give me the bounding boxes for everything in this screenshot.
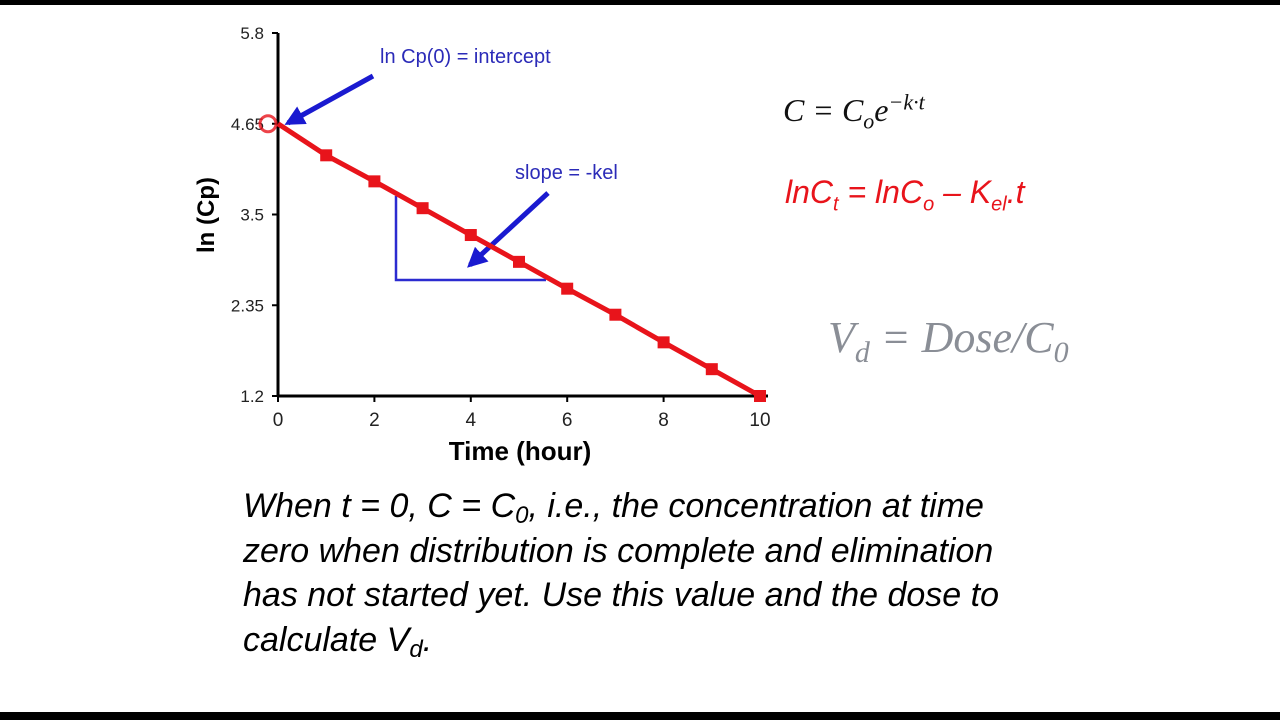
subscript: d — [409, 635, 423, 663]
y-axis-label: ln (Cp) — [193, 177, 220, 253]
paragraph-line: When t = 0, C = C0, i.e., the concentrat… — [243, 484, 999, 529]
arrow — [284, 73, 375, 126]
marker — [705, 363, 718, 376]
marker — [258, 114, 278, 134]
x-tick-label: 8 — [658, 410, 669, 431]
eq-text: lnC — [785, 174, 834, 210]
y-tick-label: 2.35 — [231, 296, 264, 315]
y-tick-label: 1.2 — [240, 387, 264, 406]
paragraph-line: zero when distribution is complete and e… — [243, 529, 999, 574]
marker — [320, 149, 333, 162]
eq-sup: −k·t — [888, 89, 925, 115]
y-tick-label: 3.5 — [240, 206, 264, 225]
eq-sub: d — [854, 335, 870, 369]
arrow — [467, 191, 550, 268]
marker — [513, 255, 525, 268]
eq-sub: el — [991, 193, 1007, 216]
x-tick-label: 2 — [369, 410, 380, 431]
bottom-bar — [0, 712, 1280, 720]
text: calculate V — [243, 620, 410, 659]
marker — [368, 175, 381, 188]
x-tick-label: 6 — [562, 410, 573, 431]
x-axis-label: Time (hour) — [449, 436, 592, 466]
marker — [416, 202, 429, 215]
eq-sub: 0 — [1053, 335, 1069, 369]
equation: Vd = Dose/C0 — [828, 312, 1069, 367]
annotation: ln Cp(0) = intercept — [380, 46, 551, 68]
x-tick-label: 0 — [273, 410, 284, 431]
slope-triangle — [394, 196, 546, 282]
paragraph-line: calculate Vd. — [243, 618, 999, 663]
eq-text: V — [828, 313, 855, 362]
eq-sub: t — [833, 193, 839, 216]
eq-text: = lnC — [838, 174, 924, 210]
y-tick-label: 4.65 — [231, 115, 264, 134]
eq-sub: o — [923, 193, 935, 216]
equation: C = Coe−k·t — [783, 89, 925, 132]
subscript: 0 — [515, 502, 529, 529]
text: When t = 0, C = C — [243, 487, 516, 525]
eq-sub: o — [863, 108, 875, 134]
annotation: slope = -kel — [515, 162, 618, 184]
marker — [464, 229, 477, 242]
eq-text: – K — [934, 174, 992, 210]
text: . — [422, 620, 433, 659]
marker — [561, 282, 574, 295]
text: has not started yet. Use this value and … — [243, 576, 1000, 614]
equation: lnCt = lnCo – Kel.t — [785, 174, 1025, 214]
paragraph: When t = 0, C = C0, i.e., the concentrat… — [243, 484, 999, 662]
paragraph-line: has not started yet. Use this value and … — [243, 573, 999, 618]
marker — [754, 390, 766, 402]
eq-text: C = C — [783, 92, 864, 128]
marker — [609, 308, 622, 321]
y-tick-label: 5.8 — [240, 24, 264, 43]
eq-text: e — [874, 92, 889, 128]
text: , i.e., the concentration at time — [528, 487, 984, 525]
marker — [657, 336, 670, 349]
x-tick-label: 10 — [749, 410, 770, 431]
top-bar — [0, 0, 1280, 5]
text: zero when distribution is complete and e… — [243, 531, 994, 570]
eq-text: .t — [1006, 174, 1025, 210]
eq-text: = Dose/C — [869, 313, 1054, 362]
x-tick-label: 4 — [466, 410, 477, 431]
